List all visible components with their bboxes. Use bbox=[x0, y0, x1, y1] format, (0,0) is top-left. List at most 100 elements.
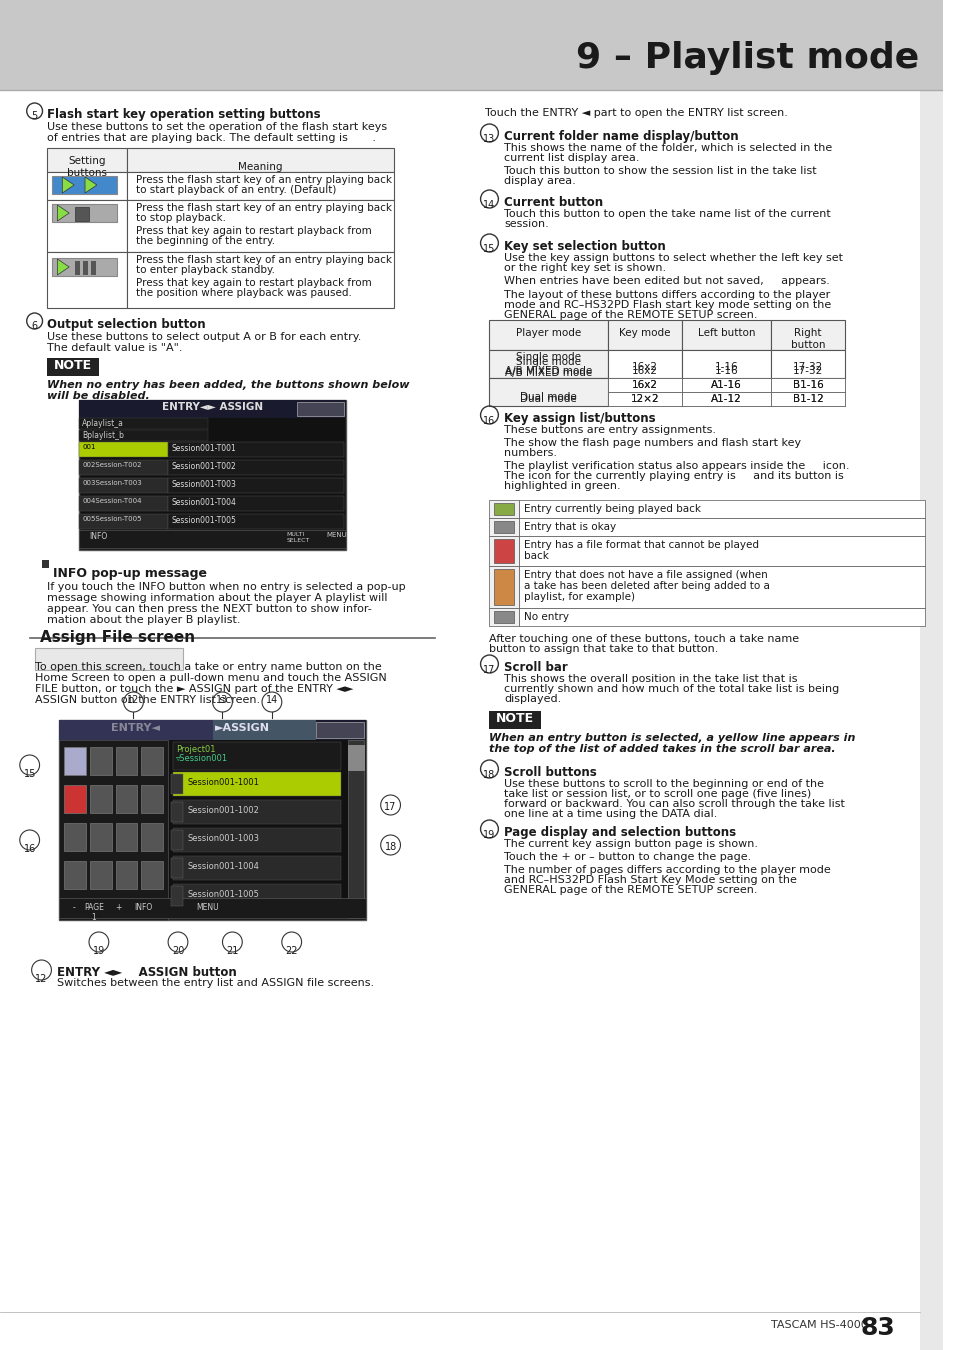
Text: 13: 13 bbox=[216, 695, 229, 705]
Text: Current folder name display/button: Current folder name display/button bbox=[504, 130, 739, 143]
Text: currently shown and how much of the total take list is being: currently shown and how much of the tota… bbox=[504, 684, 839, 694]
Text: A/B MIXED mode: A/B MIXED mode bbox=[505, 366, 592, 377]
Bar bbox=[489, 608, 518, 626]
Text: Single mode: Single mode bbox=[516, 356, 580, 367]
Bar bbox=[171, 859, 183, 878]
Bar bbox=[489, 566, 518, 608]
Bar bbox=[489, 364, 607, 378]
Text: a take has been deleted after being added to a: a take has been deleted after being adde… bbox=[523, 580, 769, 591]
Text: 001: 001 bbox=[82, 444, 95, 450]
Bar bbox=[172, 828, 341, 852]
Text: mation about the player B playlist.: mation about the player B playlist. bbox=[48, 616, 241, 625]
Bar bbox=[296, 402, 344, 416]
Text: 15: 15 bbox=[483, 244, 496, 254]
Bar bbox=[172, 772, 341, 796]
Polygon shape bbox=[57, 205, 70, 221]
Text: 12: 12 bbox=[127, 695, 139, 705]
Bar bbox=[141, 824, 163, 850]
Polygon shape bbox=[57, 259, 70, 275]
Bar bbox=[172, 884, 341, 909]
Bar bbox=[171, 886, 183, 906]
Text: 18: 18 bbox=[483, 769, 495, 780]
Text: Use these buttons to scroll to the beginning or end of the: Use these buttons to scroll to the begin… bbox=[504, 779, 823, 788]
Bar bbox=[171, 774, 183, 794]
Text: Session001-1005: Session001-1005 bbox=[188, 890, 259, 899]
Bar bbox=[681, 364, 770, 378]
Bar bbox=[607, 350, 681, 365]
Bar bbox=[52, 258, 116, 275]
Bar bbox=[681, 350, 770, 365]
Bar bbox=[48, 148, 127, 171]
Text: ENTRY ◄►    ASSIGN button: ENTRY ◄► ASSIGN button bbox=[57, 967, 237, 979]
Text: Bplaylist_b: Bplaylist_b bbox=[82, 431, 124, 440]
Text: 5: 5 bbox=[31, 111, 38, 122]
Bar bbox=[172, 801, 341, 824]
Bar bbox=[489, 500, 518, 518]
Text: Player mode: Player mode bbox=[516, 328, 580, 338]
Text: A/B MIXED mode: A/B MIXED mode bbox=[505, 369, 592, 378]
Text: Dual mode: Dual mode bbox=[520, 392, 577, 402]
Text: MENU: MENU bbox=[326, 532, 347, 539]
Bar bbox=[64, 747, 86, 775]
Bar bbox=[681, 378, 770, 392]
Text: Key assign list/buttons: Key assign list/buttons bbox=[504, 412, 656, 425]
Text: Use the key assign buttons to select whether the left key set: Use the key assign buttons to select whe… bbox=[504, 252, 842, 263]
Text: 003Session-T003: 003Session-T003 bbox=[82, 481, 142, 486]
Bar bbox=[64, 824, 86, 850]
Text: 18: 18 bbox=[384, 842, 396, 852]
Bar bbox=[168, 441, 344, 458]
Text: After touching one of these buttons, touch a take name: After touching one of these buttons, tou… bbox=[489, 634, 799, 644]
Text: Entry has a file format that cannot be played: Entry has a file format that cannot be p… bbox=[523, 540, 759, 549]
Text: When entries have been edited but not saved,     appears.: When entries have been edited but not sa… bbox=[504, 275, 829, 286]
Text: displayed.: displayed. bbox=[504, 694, 561, 703]
Text: Meaning: Meaning bbox=[237, 162, 282, 171]
Text: 16: 16 bbox=[148, 864, 157, 873]
Bar bbox=[75, 261, 80, 275]
Bar bbox=[127, 252, 394, 308]
Text: 9: 9 bbox=[72, 826, 77, 836]
Text: Press the flash start key of an entry playing back: Press the flash start key of an entry pl… bbox=[136, 202, 392, 213]
Text: Entry that is okay: Entry that is okay bbox=[523, 522, 616, 532]
Bar bbox=[90, 747, 112, 775]
Text: The default value is "A".: The default value is "A". bbox=[48, 343, 183, 352]
Bar bbox=[770, 364, 844, 378]
Text: Flash start key operation setting buttons: Flash start key operation setting button… bbox=[48, 108, 321, 122]
Text: Aplaylist_a: Aplaylist_a bbox=[82, 418, 124, 428]
Bar bbox=[127, 148, 394, 171]
Text: B1-16: B1-16 bbox=[792, 379, 822, 390]
Polygon shape bbox=[85, 177, 97, 193]
Bar bbox=[607, 392, 681, 406]
Text: 17-32: 17-32 bbox=[792, 366, 822, 377]
Bar bbox=[316, 722, 363, 738]
Text: Use these buttons to select output A or B for each entry.: Use these buttons to select output A or … bbox=[48, 332, 361, 342]
Text: +: + bbox=[115, 903, 122, 913]
Text: take list or session list, or to scroll one page (five lines): take list or session list, or to scroll … bbox=[504, 788, 811, 799]
Text: 10: 10 bbox=[96, 826, 106, 836]
Bar bbox=[770, 378, 844, 392]
Bar bbox=[489, 518, 518, 536]
Text: The layout of these buttons differs according to the player: The layout of these buttons differs acco… bbox=[504, 290, 830, 300]
Text: 16x2: 16x2 bbox=[631, 366, 657, 377]
Bar bbox=[48, 358, 99, 377]
Bar bbox=[79, 514, 168, 529]
Text: A1-16: A1-16 bbox=[711, 379, 741, 390]
Text: Scroll bar: Scroll bar bbox=[504, 662, 567, 674]
Bar bbox=[34, 648, 183, 670]
Text: When no entry has been added, the buttons shown below: When no entry has been added, the button… bbox=[48, 379, 410, 390]
Text: forward or backward. You can also scroll through the take list: forward or backward. You can also scroll… bbox=[504, 799, 844, 809]
Text: 22: 22 bbox=[285, 946, 297, 956]
Bar bbox=[79, 400, 346, 549]
Bar bbox=[607, 378, 681, 392]
Text: 20: 20 bbox=[172, 946, 184, 956]
Text: Session001-1002: Session001-1002 bbox=[188, 806, 259, 815]
Text: Home Screen to open a pull-down menu and touch the ASSIGN: Home Screen to open a pull-down menu and… bbox=[34, 674, 386, 683]
Text: button to assign that take to that button.: button to assign that take to that butto… bbox=[489, 644, 719, 653]
Text: B1-12: B1-12 bbox=[792, 394, 822, 404]
Text: MULTI
SELECT: MULTI SELECT bbox=[287, 532, 310, 543]
Bar bbox=[489, 378, 607, 406]
Bar bbox=[681, 320, 770, 350]
Bar bbox=[0, 0, 943, 90]
Text: 11: 11 bbox=[122, 826, 132, 836]
Bar bbox=[91, 261, 96, 275]
Text: MENU: MENU bbox=[196, 903, 219, 913]
